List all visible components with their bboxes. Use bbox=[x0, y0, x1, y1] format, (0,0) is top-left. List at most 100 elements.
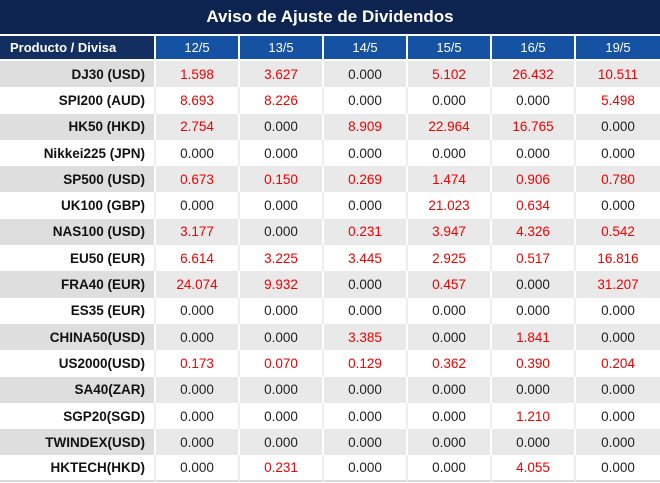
value-cell: 0.000 bbox=[408, 429, 492, 456]
value-cell: 0.000 bbox=[324, 61, 408, 88]
value-cell: 0.000 bbox=[240, 376, 324, 403]
value-cell: 0.000 bbox=[324, 297, 408, 324]
table-row: NAS100 (USD) 3.177 0.000 0.231 3.947 4.3… bbox=[0, 218, 660, 246]
value-cell: 9.932 bbox=[240, 271, 324, 298]
value-cell: 1.841 bbox=[492, 323, 576, 351]
value-cell: 0.000 bbox=[156, 192, 240, 219]
value-cell: 4.055 bbox=[492, 455, 576, 482]
value-cell: 0.000 bbox=[492, 429, 576, 456]
page-title: Aviso de Ajuste de Dividendos bbox=[0, 0, 660, 36]
value-cell: 0.390 bbox=[492, 350, 576, 377]
product-cell: SPI200 (AUD) bbox=[0, 87, 156, 114]
value-cell: 0.000 bbox=[408, 376, 492, 403]
table-body: DJ30 (USD) 1.598 3.627 0.000 5.102 26.43… bbox=[0, 61, 660, 482]
value-cell: 10.511 bbox=[576, 61, 660, 88]
value-cell: 0.000 bbox=[240, 323, 324, 351]
table-row: CHINA50(USD) 0.000 0.000 3.385 0.000 1.8… bbox=[0, 323, 660, 351]
value-cell: 0.780 bbox=[576, 166, 660, 193]
value-cell: 21.023 bbox=[408, 192, 492, 219]
product-cell: TWINDEX(USD) bbox=[0, 429, 156, 456]
value-cell: 8.909 bbox=[324, 113, 408, 140]
product-cell: Nikkei225 (JPN) bbox=[0, 139, 156, 167]
product-currency-header: Producto / Divisa bbox=[0, 36, 156, 61]
value-cell: 0.000 bbox=[324, 455, 408, 482]
value-cell: 0.000 bbox=[156, 455, 240, 482]
product-cell: HK50 (HKD) bbox=[0, 113, 156, 140]
value-cell: 0.906 bbox=[492, 166, 576, 193]
value-cell: 0.000 bbox=[324, 192, 408, 219]
value-cell: 16.765 bbox=[492, 113, 576, 140]
value-cell: 3.177 bbox=[156, 218, 240, 246]
value-cell: 0.000 bbox=[576, 455, 660, 482]
table-row: SGP20(SGD) 0.000 0.000 0.000 0.000 1.210… bbox=[0, 402, 660, 430]
value-cell: 3.385 bbox=[324, 323, 408, 351]
value-cell: 5.102 bbox=[408, 61, 492, 88]
value-cell: 0.000 bbox=[240, 429, 324, 456]
value-cell: 1.474 bbox=[408, 166, 492, 193]
product-cell: HKTECH(HKD) bbox=[0, 455, 156, 482]
value-cell: 3.947 bbox=[408, 218, 492, 246]
value-cell: 1.210 bbox=[492, 402, 576, 430]
date-column-header: 14/5 bbox=[324, 36, 408, 61]
table-row: HK50 (HKD) 2.754 0.000 8.909 22.964 16.7… bbox=[0, 113, 660, 140]
product-cell: EU50 (EUR) bbox=[0, 245, 156, 272]
value-cell: 0.000 bbox=[408, 402, 492, 430]
value-cell: 0.000 bbox=[492, 139, 576, 167]
value-cell: 0.457 bbox=[408, 271, 492, 298]
value-cell: 0.070 bbox=[240, 350, 324, 377]
value-cell: 0.000 bbox=[576, 429, 660, 456]
table-row: HKTECH(HKD) 0.000 0.231 0.000 0.000 4.05… bbox=[0, 455, 660, 482]
value-cell: 0.673 bbox=[156, 166, 240, 193]
date-column-header: 16/5 bbox=[492, 36, 576, 61]
value-cell: 0.000 bbox=[492, 87, 576, 114]
value-cell: 0.000 bbox=[408, 455, 492, 482]
value-cell: 0.634 bbox=[492, 192, 576, 219]
value-cell: 0.129 bbox=[324, 350, 408, 377]
value-cell: 0.000 bbox=[324, 271, 408, 298]
value-cell: 0.000 bbox=[408, 139, 492, 167]
product-cell: SGP20(SGD) bbox=[0, 402, 156, 430]
value-cell: 0.000 bbox=[576, 139, 660, 167]
product-cell: SA40(ZAR) bbox=[0, 376, 156, 403]
table-row: TWINDEX(USD) 0.000 0.000 0.000 0.000 0.0… bbox=[0, 429, 660, 456]
value-cell: 0.000 bbox=[156, 402, 240, 430]
table-row: US2000(USD) 0.173 0.070 0.129 0.362 0.39… bbox=[0, 350, 660, 377]
value-cell: 3.225 bbox=[240, 245, 324, 272]
value-cell: 0.000 bbox=[240, 113, 324, 140]
value-cell: 3.445 bbox=[324, 245, 408, 272]
table-row: ES35 (EUR) 0.000 0.000 0.000 0.000 0.000… bbox=[0, 297, 660, 324]
value-cell: 0.000 bbox=[492, 376, 576, 403]
product-cell: FRA40 (EUR) bbox=[0, 271, 156, 298]
value-cell: 0.000 bbox=[492, 297, 576, 324]
value-cell: 0.000 bbox=[324, 87, 408, 114]
value-cell: 0.000 bbox=[324, 429, 408, 456]
value-cell: 24.074 bbox=[156, 271, 240, 298]
date-column-header: 15/5 bbox=[408, 36, 492, 61]
value-cell: 0.000 bbox=[156, 139, 240, 167]
value-cell: 0.000 bbox=[324, 376, 408, 403]
value-cell: 6.614 bbox=[156, 245, 240, 272]
table-row: UK100 (GBP) 0.000 0.000 0.000 21.023 0.6… bbox=[0, 192, 660, 219]
dividend-table: Producto / Divisa 12/5 13/5 14/5 15/5 16… bbox=[0, 36, 660, 482]
product-cell: UK100 (GBP) bbox=[0, 192, 156, 219]
value-cell: 22.964 bbox=[408, 113, 492, 140]
date-column-header: 13/5 bbox=[240, 36, 324, 61]
date-column-header: 19/5 bbox=[576, 36, 660, 61]
value-cell: 0.000 bbox=[240, 402, 324, 430]
product-cell: SP500 (USD) bbox=[0, 166, 156, 193]
value-cell: 0.362 bbox=[408, 350, 492, 377]
product-cell: DJ30 (USD) bbox=[0, 61, 156, 88]
value-cell: 0.000 bbox=[408, 297, 492, 324]
header-row: Producto / Divisa 12/5 13/5 14/5 15/5 16… bbox=[0, 36, 660, 61]
value-cell: 0.000 bbox=[156, 323, 240, 351]
value-cell: 8.693 bbox=[156, 87, 240, 114]
table-row: SP500 (USD) 0.673 0.150 0.269 1.474 0.90… bbox=[0, 166, 660, 193]
value-cell: 0.000 bbox=[408, 323, 492, 351]
product-cell: NAS100 (USD) bbox=[0, 218, 156, 246]
value-cell: 0.000 bbox=[576, 323, 660, 351]
table-row: FRA40 (EUR) 24.074 9.932 0.000 0.457 0.0… bbox=[0, 271, 660, 298]
value-cell: 0.000 bbox=[156, 429, 240, 456]
value-cell: 0.231 bbox=[240, 455, 324, 482]
value-cell: 0.000 bbox=[576, 297, 660, 324]
